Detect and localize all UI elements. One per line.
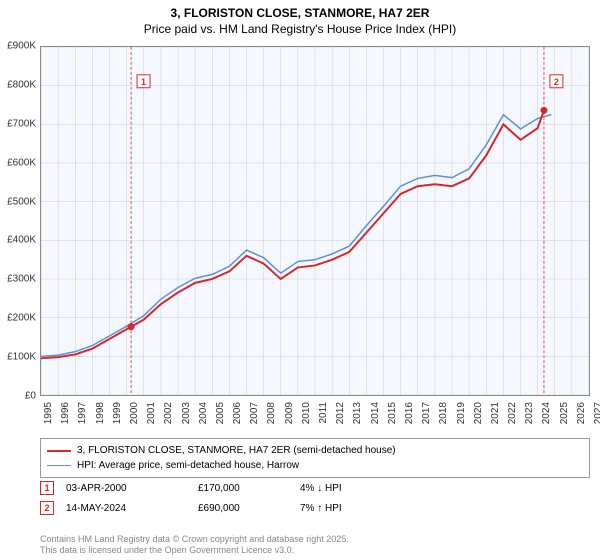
x-tick-label: 2003 bbox=[181, 402, 192, 424]
x-tick-label: 2005 bbox=[215, 402, 226, 424]
x-tick-label: 2022 bbox=[507, 402, 518, 424]
x-tick-label: 2025 bbox=[559, 402, 570, 424]
footer-line1: Contains HM Land Registry data © Crown c… bbox=[40, 534, 349, 545]
legend: 3, FLORISTON CLOSE, STANMORE, HA7 2ER (s… bbox=[40, 438, 590, 478]
x-axis-labels: 1995 1996 1997 1998 1999 2000 2001 2002 2003 2004… bbox=[40, 398, 590, 438]
x-tick-label: 2012 bbox=[335, 402, 346, 424]
marker-2-icon: 2 bbox=[40, 501, 54, 515]
footer-line2: This data is licensed under the Open Gov… bbox=[40, 545, 349, 556]
x-tick-label: 1998 bbox=[95, 402, 106, 424]
x-tick-label: 2018 bbox=[438, 402, 449, 424]
x-tick-label: 2009 bbox=[284, 402, 295, 424]
y-tick-label: £800K bbox=[7, 79, 36, 90]
legend-item-price-paid: 3, FLORISTON CLOSE, STANMORE, HA7 2ER (s… bbox=[47, 443, 583, 458]
x-tick-label: 2008 bbox=[266, 402, 277, 424]
marker-row-1: 1 03-APR-2000 £170,000 4% ↓ HPI bbox=[40, 478, 590, 498]
x-tick-label: 2004 bbox=[198, 402, 209, 424]
marker-row-2: 2 14-MAY-2024 £690,000 7% ↑ HPI bbox=[40, 498, 590, 518]
y-tick-label: £200K bbox=[7, 313, 36, 324]
y-tick-label: £300K bbox=[7, 274, 36, 285]
legend-label-hpi: HPI: Average price, semi-detached house,… bbox=[77, 460, 299, 471]
chart-container: 3, FLORISTON CLOSE, STANMORE, HA7 2ER Pr… bbox=[0, 0, 600, 560]
x-tick-label: 2014 bbox=[370, 402, 381, 424]
svg-text:1: 1 bbox=[141, 77, 146, 87]
x-tick-label: 2015 bbox=[387, 402, 398, 424]
legend-item-hpi: HPI: Average price, semi-detached house,… bbox=[47, 458, 583, 473]
x-tick-label: 2011 bbox=[318, 402, 329, 424]
x-tick-label: 2001 bbox=[146, 402, 157, 424]
x-tick-label: 2017 bbox=[421, 402, 432, 424]
x-tick-label: 2026 bbox=[576, 402, 587, 424]
chart-svg: 12 bbox=[41, 47, 589, 395]
x-tick-label: 2016 bbox=[404, 402, 415, 424]
x-tick-label: 2013 bbox=[352, 402, 363, 424]
y-tick-label: £400K bbox=[7, 235, 36, 246]
x-tick-label: 2021 bbox=[490, 402, 501, 424]
x-tick-label: 1999 bbox=[112, 402, 123, 424]
svg-text:2: 2 bbox=[554, 77, 559, 87]
footer: Contains HM Land Registry data © Crown c… bbox=[40, 534, 349, 557]
x-tick-label: 2000 bbox=[129, 402, 140, 424]
marker-1-price: £170,000 bbox=[198, 483, 288, 494]
x-tick-label: 2002 bbox=[163, 402, 174, 424]
marker-2-date: 14-MAY-2024 bbox=[66, 503, 186, 514]
x-tick-label: 2006 bbox=[232, 402, 243, 424]
legend-swatch-hpi bbox=[47, 465, 71, 467]
marker-2-hpi: 7% ↑ HPI bbox=[300, 503, 390, 514]
x-tick-label: 1995 bbox=[43, 402, 54, 424]
y-tick-label: £900K bbox=[7, 41, 36, 52]
x-tick-label: 2027 bbox=[593, 402, 600, 424]
y-tick-label: £600K bbox=[7, 157, 36, 168]
title-line1: 3, FLORISTON CLOSE, STANMORE, HA7 2ER bbox=[0, 6, 600, 20]
x-tick-label: 1996 bbox=[60, 402, 71, 424]
marker-1-icon: 1 bbox=[40, 481, 54, 495]
x-tick-label: 2020 bbox=[473, 402, 484, 424]
y-tick-label: £500K bbox=[7, 196, 36, 207]
title-block: 3, FLORISTON CLOSE, STANMORE, HA7 2ER Pr… bbox=[0, 0, 600, 38]
marker-1-date: 03-APR-2000 bbox=[66, 483, 186, 494]
plot-area: 12 bbox=[40, 46, 590, 396]
x-tick-label: 2007 bbox=[249, 402, 260, 424]
marker-info: 1 03-APR-2000 £170,000 4% ↓ HPI 2 14-MAY… bbox=[40, 478, 590, 518]
x-tick-label: 1997 bbox=[77, 402, 88, 424]
x-tick-label: 2010 bbox=[301, 402, 312, 424]
marker-2-price: £690,000 bbox=[198, 503, 288, 514]
title-line2: Price paid vs. HM Land Registry's House … bbox=[0, 22, 600, 36]
x-tick-label: 2023 bbox=[524, 402, 535, 424]
marker-1-hpi: 4% ↓ HPI bbox=[300, 483, 390, 494]
legend-label-price-paid: 3, FLORISTON CLOSE, STANMORE, HA7 2ER (s… bbox=[77, 445, 396, 456]
x-tick-label: 2024 bbox=[541, 402, 552, 424]
y-tick-label: £100K bbox=[7, 352, 36, 363]
legend-swatch-price-paid bbox=[47, 450, 71, 452]
x-tick-label: 2019 bbox=[456, 402, 467, 424]
y-axis-labels: £0£100K£200K£300K£400K£500K£600K£700K£80… bbox=[0, 46, 38, 396]
y-tick-label: £700K bbox=[7, 118, 36, 129]
y-tick-label: £0 bbox=[25, 391, 36, 402]
